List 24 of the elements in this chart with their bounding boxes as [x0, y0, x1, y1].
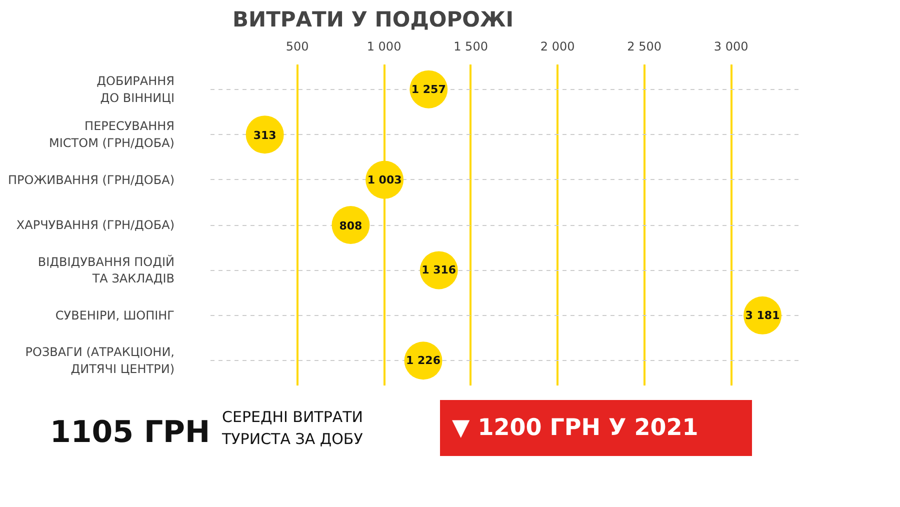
data-label: 1 003	[367, 173, 402, 186]
y-tick-label: ХАРЧУВАННЯ (ГРН/ДОБА)	[16, 218, 174, 232]
chart-title: ВИТРАТИ У ПОДОРОЖІ	[232, 8, 514, 32]
data-label: 808	[339, 220, 362, 232]
y-tick-label: ПРОЖИВАННЯ (ГРН/ДОБА)	[8, 172, 175, 187]
x-tick-label: 500	[286, 40, 309, 54]
y-tick-label: РОЗВАГИ (АТРАКЦІОНИ, ДИТЯЧІ ЦЕНТРИ)	[25, 345, 175, 376]
text: ▼ 1200 ГРН У 2021	[440, 400, 752, 456]
y-tick-label: ПЕРЕСУВАННЯ МІСТОМ (ГРН/ДОБА)	[49, 119, 175, 150]
text: СЕРЕДНІ ВИТРАТИ ТУРИСТА ЗА ДОБУ	[222, 407, 364, 450]
data-label: 1 316	[422, 264, 456, 277]
y-tick-label: СУВЕНІРИ, ШОПІНГ	[55, 308, 174, 322]
y-tick-label: ВІДВІДУВАННЯ ПОДІЙ ТА ЗАКЛАДІВ	[38, 254, 175, 286]
x-tick-label: 2 500	[627, 40, 662, 54]
x-tick-label: 1 000	[366, 40, 402, 54]
data-label: 1 257	[411, 82, 446, 96]
y-tick-label: ДОБИРАННЯ ДО ВІННИЦІ	[96, 74, 175, 105]
data-label: 1 226	[406, 354, 441, 368]
x-tick-label: 3 000	[714, 40, 748, 54]
text: 1105 ГРН	[50, 414, 210, 452]
data-label: 3 181	[745, 308, 780, 322]
x-tick-label: 2 000	[540, 40, 575, 54]
data-label: 313	[253, 129, 276, 142]
x-tick-label: 1 500	[454, 40, 488, 54]
